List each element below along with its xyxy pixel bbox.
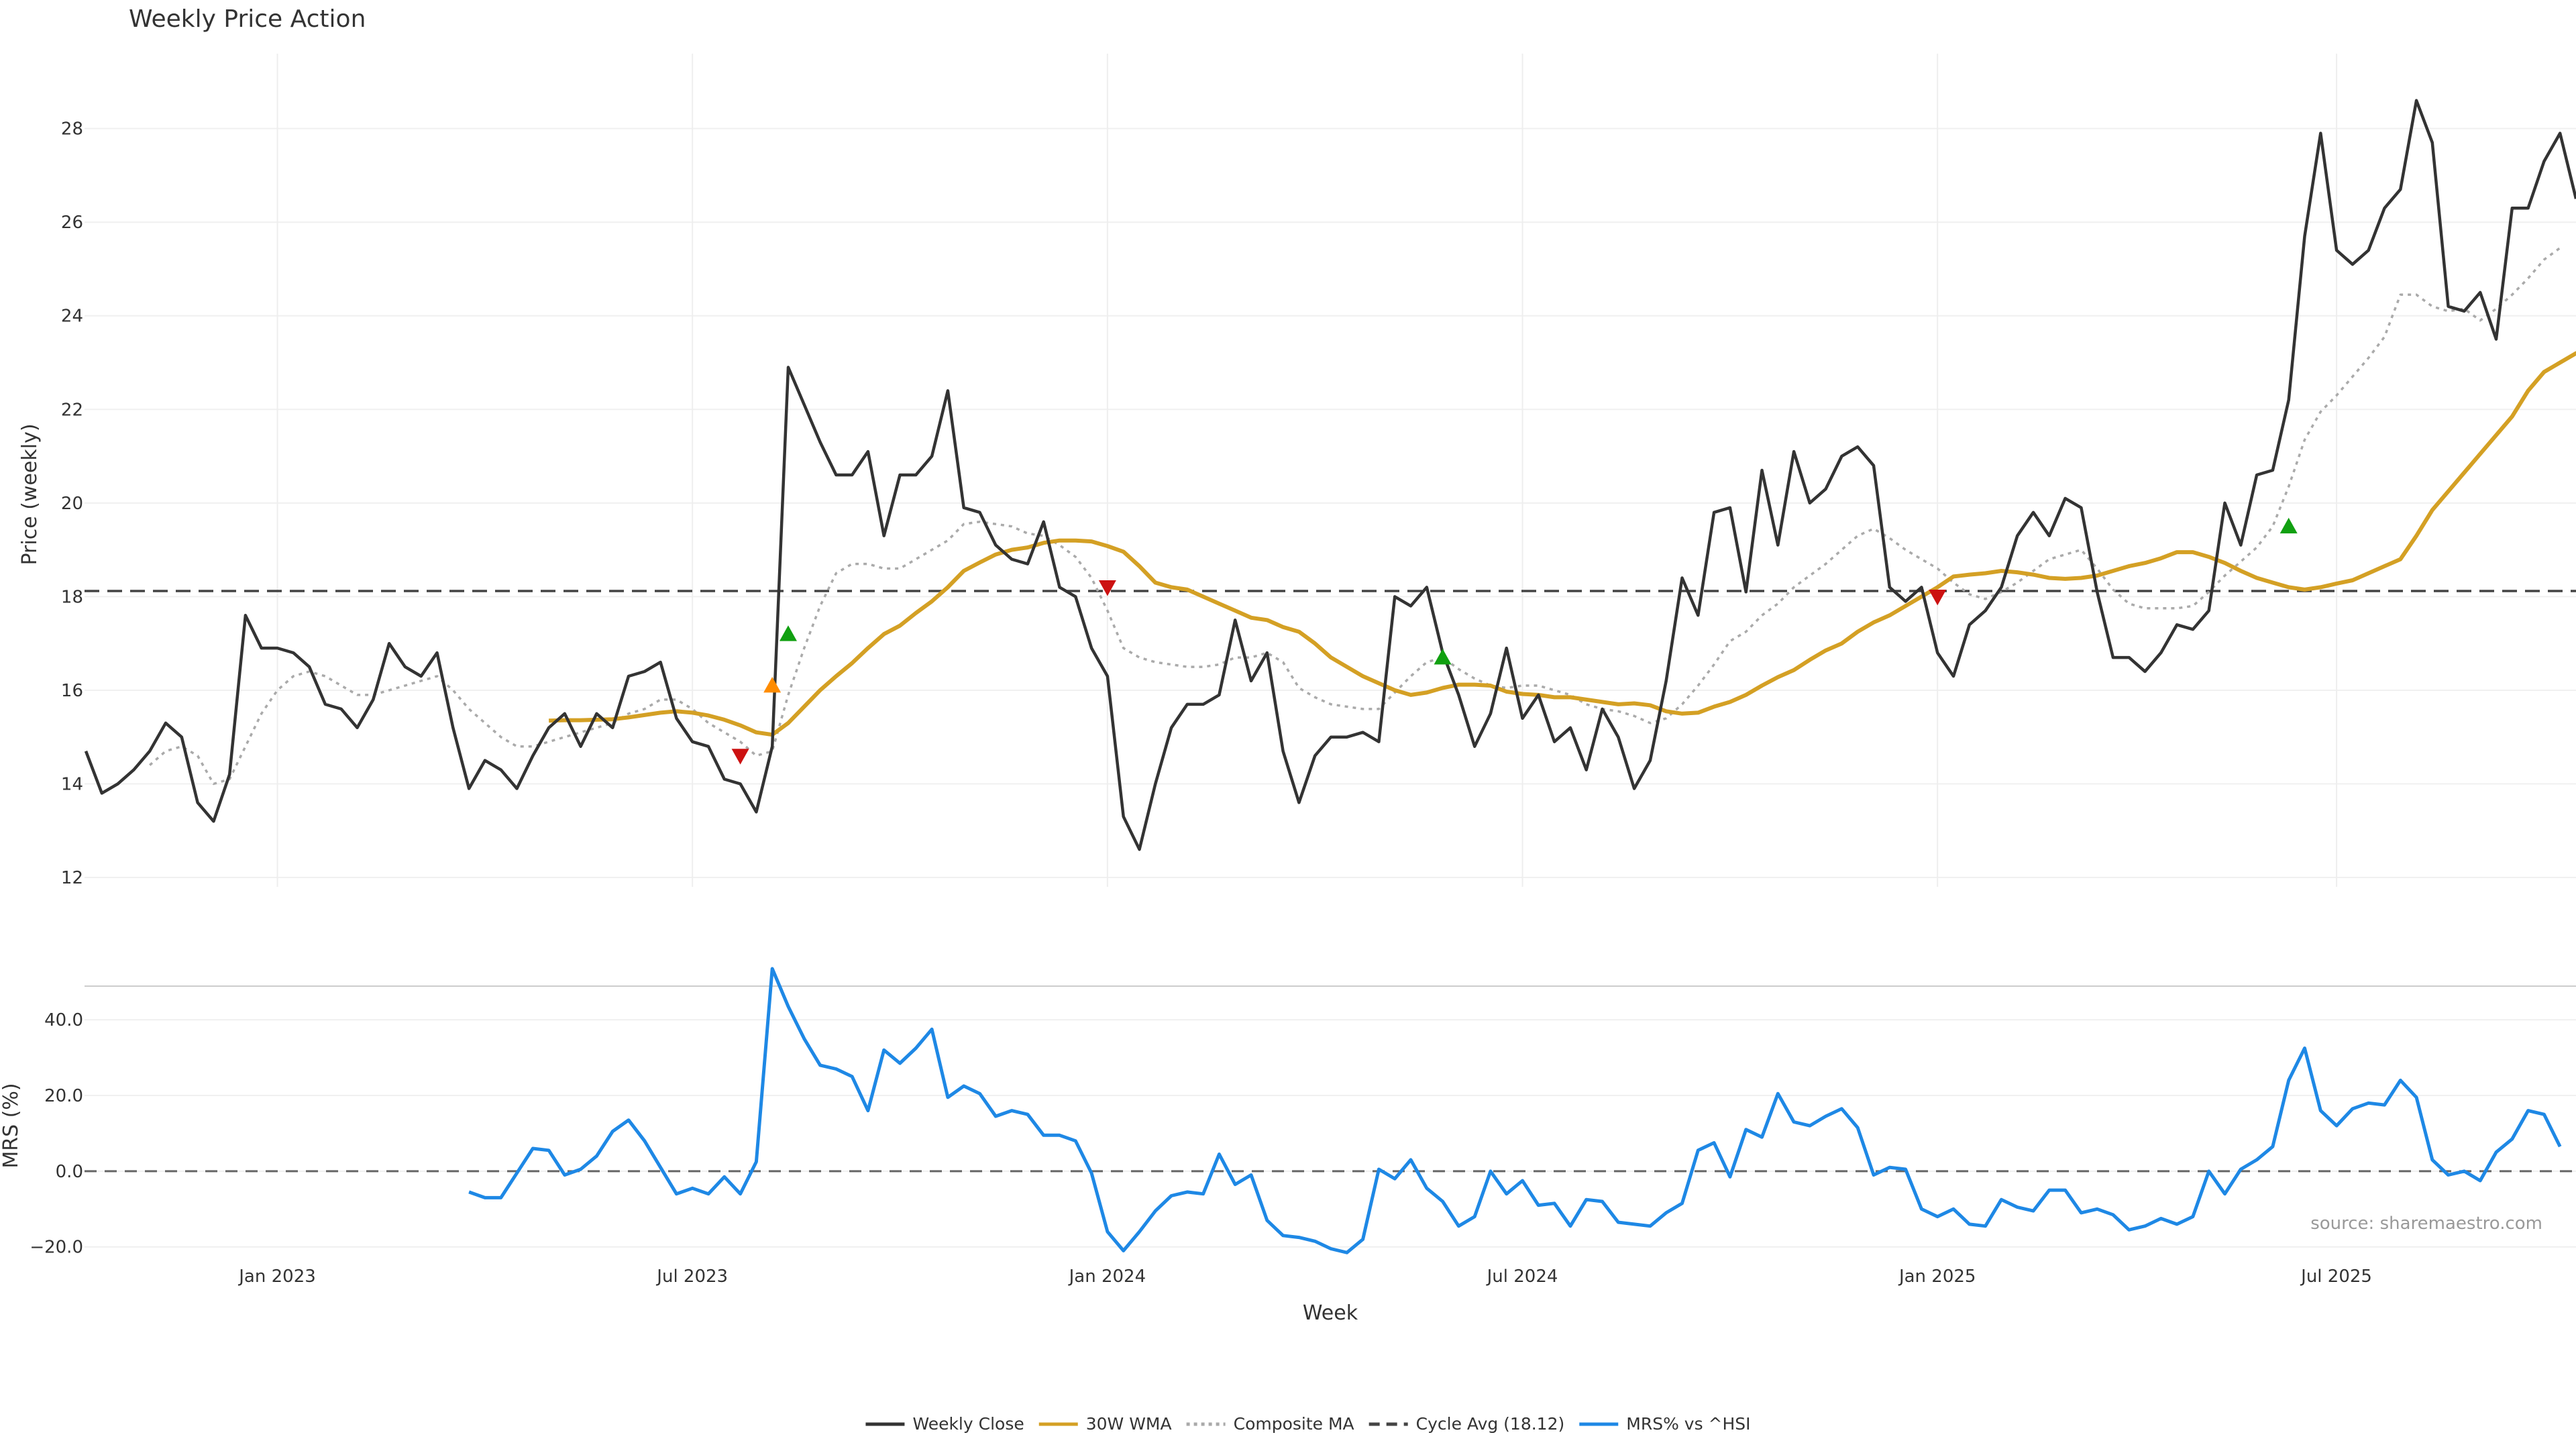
legend-item-label: Weekly Close xyxy=(912,1414,1024,1434)
x-tick-label: Jan 2025 xyxy=(1898,1267,1976,1287)
price-y-tick-label: 20 xyxy=(61,494,83,514)
legend-item-label: MRS% vs ^HSI xyxy=(1626,1414,1750,1434)
mrs-y-tick-label: 20.0 xyxy=(44,1086,83,1106)
chart-title: Weekly Price Action xyxy=(129,5,366,33)
series-line-mrs xyxy=(468,967,2562,1254)
price-y-tick-label: 24 xyxy=(61,307,83,327)
price-y-tick-label: 18 xyxy=(61,587,83,607)
legend: Weekly Close 30W WMA Composite MA Cycle Avg… xyxy=(865,1414,1751,1434)
price-gridlines xyxy=(85,54,2576,887)
x-axis: Jan 2023 Jul 2023 Jan 2024 Jul 2024 Jan 2025… xyxy=(237,1267,2372,1287)
source-note: source: sharemaestro.com xyxy=(2310,1214,2542,1234)
price-y-tick-label: 22 xyxy=(61,400,83,420)
x-tick-label: Jul 2023 xyxy=(655,1267,728,1287)
mrs-y-tick-label: 0.0 xyxy=(56,1162,83,1182)
signal-marker-triangle-up xyxy=(2279,517,2298,534)
mrs-y-tick-label: −20.0 xyxy=(30,1238,83,1258)
price-y-tick-label: 14 xyxy=(61,774,83,794)
x-tick-label: Jul 2024 xyxy=(1486,1267,1558,1287)
signal-marker-triangle-up xyxy=(779,625,797,641)
x-tick-label: Jan 2023 xyxy=(237,1267,316,1287)
x-tick-label: Jul 2025 xyxy=(2300,1267,2372,1287)
signal-marker-triangle-up xyxy=(1434,649,1452,665)
signal-marker-triangle-down xyxy=(1929,589,1947,606)
signal-marker-triangle-down xyxy=(1098,580,1116,596)
x-axis-label: Week xyxy=(1303,1301,1358,1325)
series-line-composite-ma xyxy=(149,247,2561,786)
series-line-30w-wma xyxy=(549,351,2576,737)
x-tick-label: Jan 2024 xyxy=(1068,1267,1146,1287)
price-series-lines xyxy=(84,99,2576,851)
signal-marker-triangle-down xyxy=(731,749,749,765)
legend-item-label: 30W WMA xyxy=(1086,1414,1172,1434)
signal-marker-triangle-up xyxy=(763,676,782,693)
price-panel: 12 14 16 18 20 22 24 26 28 Price (weekly) xyxy=(18,54,2576,888)
series-line-weekly-close xyxy=(84,99,2576,851)
price-y-tick-label: 16 xyxy=(61,681,83,701)
signal-markers xyxy=(731,517,2298,765)
price-y-tick-label: 28 xyxy=(61,119,83,140)
mrs-y-tick-label: 40.0 xyxy=(44,1010,83,1030)
legend-item-label: Cycle Avg (18.12) xyxy=(1416,1414,1565,1434)
price-y-tick-label: 26 xyxy=(61,213,83,233)
price-y-tick-label: 12 xyxy=(61,868,83,888)
price-y-tick-labels: 12 14 16 18 20 22 24 26 28 xyxy=(61,119,83,888)
mrs-y-tick-labels: −20.0 0.0 20.0 40.0 xyxy=(30,1010,83,1258)
mrs-series-lines xyxy=(85,967,2576,1254)
mrs-y-axis-label: MRS (%) xyxy=(0,1083,23,1168)
price-y-axis-label: Price (weekly) xyxy=(18,423,42,565)
mrs-panel: −20.0 0.0 20.0 40.0 MRS (%) source: sharema… xyxy=(0,967,2576,1258)
legend-item-label: Composite MA xyxy=(1234,1414,1354,1434)
